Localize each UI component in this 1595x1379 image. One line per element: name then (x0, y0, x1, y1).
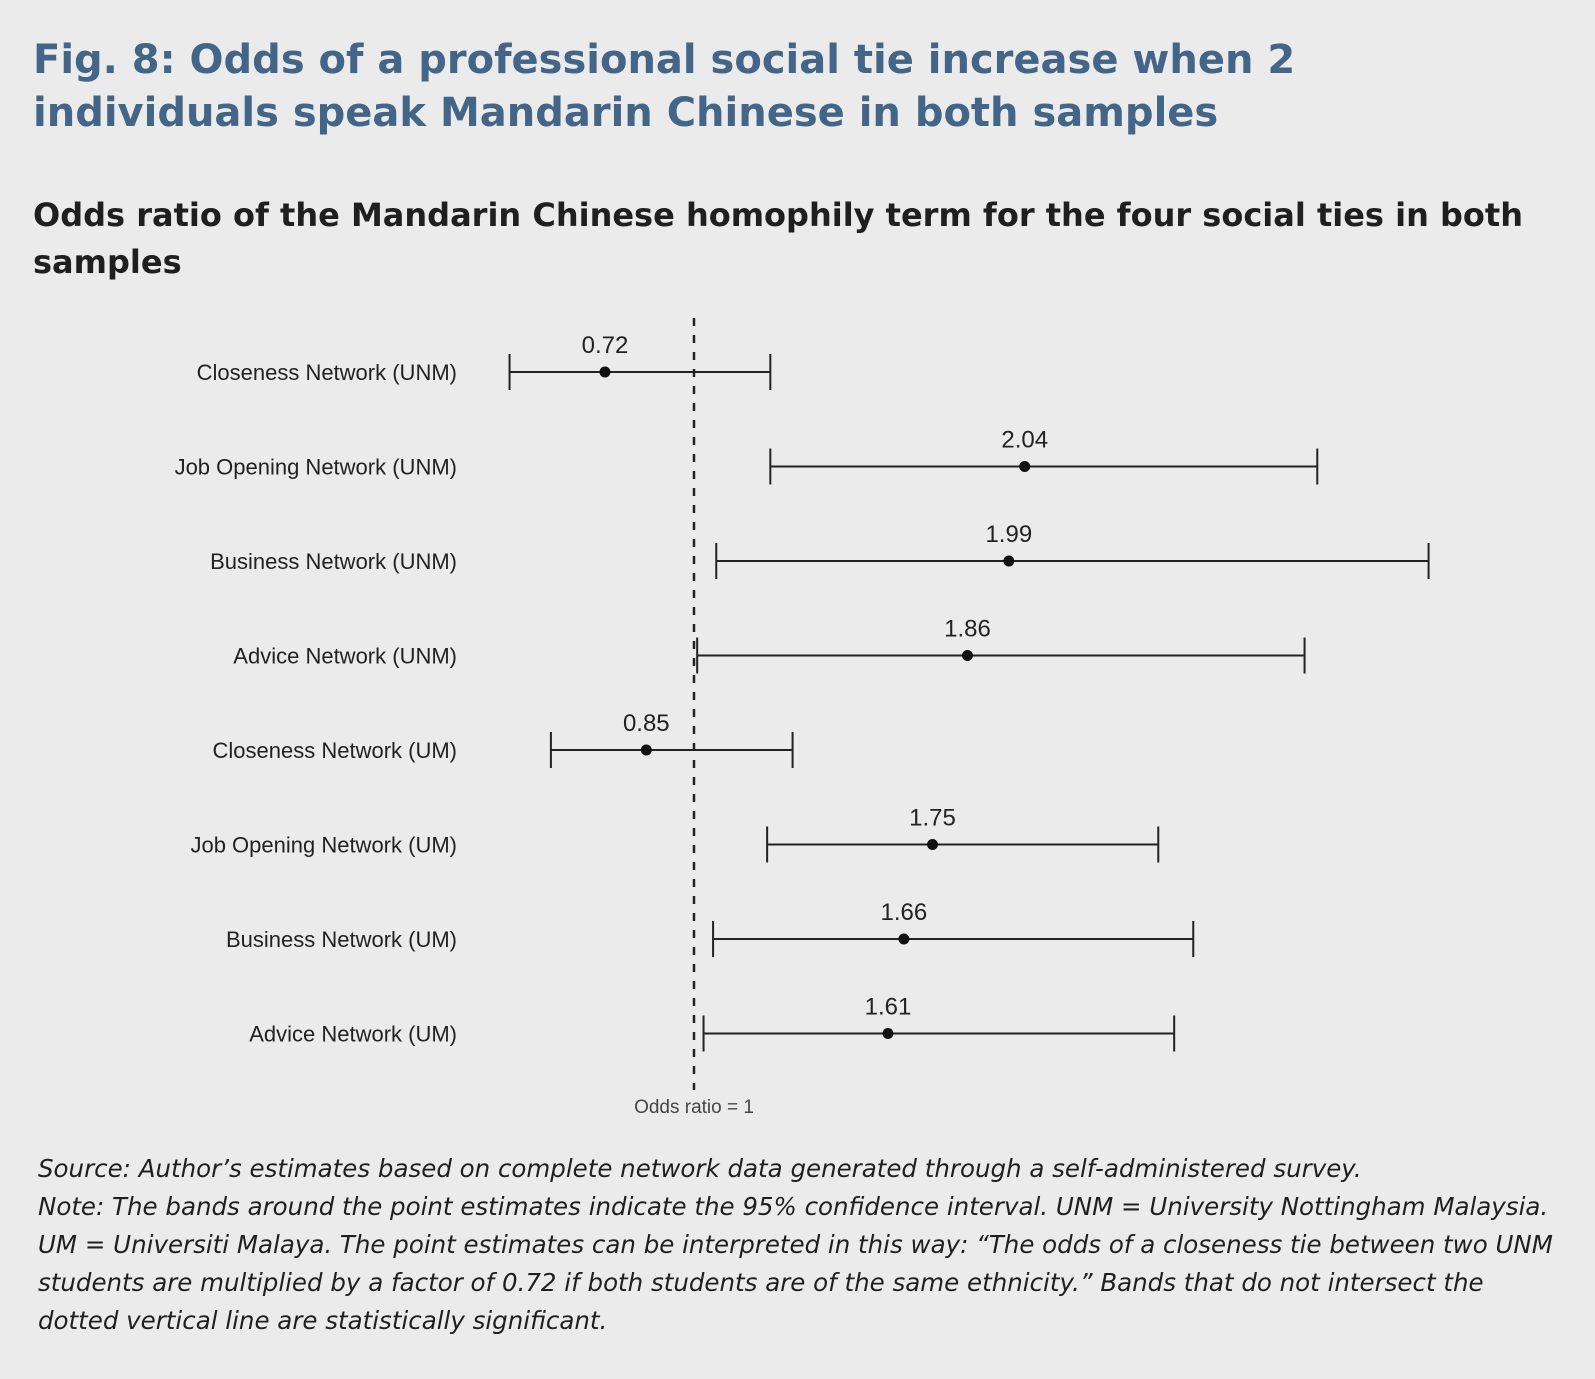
row-label: Job Opening Network (UM) (190, 833, 457, 858)
point-estimate (898, 933, 910, 945)
figure-title: Fig. 8: Odds of a professional social ti… (33, 37, 1296, 136)
forest-plot: Closeness Network (UNM) 0.72 Job Opening N… (175, 318, 1430, 1118)
estimate-label: 1.61 (865, 994, 912, 1021)
forest-rows: Closeness Network (UNM) 0.72 Job Opening N… (175, 332, 1430, 1052)
row-label: Closeness Network (UM) (213, 738, 458, 763)
forest-row: Advice Network (UNM) 1.86 (233, 616, 1306, 674)
figure-subtitle: Odds ratio of the Mandarin Chinese homop… (33, 196, 1523, 281)
point-estimate (599, 366, 611, 378)
explanatory-note: Note: The bands around the point estimat… (38, 1192, 1553, 1335)
point-estimate (1003, 555, 1015, 567)
estimate-label: 1.86 (944, 616, 991, 643)
estimate-label: 1.66 (881, 899, 928, 926)
forest-row: Job Opening Network (UM) 1.75 (190, 805, 1160, 863)
forest-row: Business Network (UNM) 1.99 (210, 521, 1430, 579)
forest-row: Closeness Network (UNM) 0.72 (197, 332, 772, 390)
point-estimate (882, 1028, 894, 1039)
estimate-label: 1.99 (985, 521, 1032, 548)
forest-row: Job Opening Network (UNM) 2.04 (175, 427, 1319, 485)
point-estimate (927, 839, 938, 850)
source-note: Source: Author’s estimates based on comp… (38, 1154, 1362, 1183)
reference-label: Odds ratio = 1 (634, 1097, 754, 1118)
forest-row: Closeness Network (UM) 0.85 (213, 710, 794, 768)
estimate-label: 2.04 (1001, 427, 1048, 454)
point-estimate (1019, 461, 1031, 472)
row-label: Job Opening Network (UNM) (175, 455, 457, 480)
reference-group: Odds ratio = 1 (634, 318, 754, 1118)
row-label: Closeness Network (UNM) (197, 360, 457, 385)
row-label: Business Network (UNM) (210, 549, 457, 574)
estimate-label: 1.75 (909, 805, 956, 832)
row-label: Advice Network (UNM) (233, 644, 457, 669)
figure-notes: Source: Author’s estimates based on comp… (38, 1150, 1568, 1340)
forest-row: Advice Network (UM) 1.61 (249, 994, 1176, 1052)
point-estimate (640, 744, 652, 756)
estimate-label: 0.72 (582, 332, 629, 359)
point-estimate (961, 650, 973, 661)
forest-row: Business Network (UM) 1.66 (226, 899, 1195, 957)
estimate-label: 0.85 (623, 710, 670, 737)
row-label: Business Network (UM) (226, 927, 457, 952)
row-label: Advice Network (UM) (249, 1022, 457, 1047)
